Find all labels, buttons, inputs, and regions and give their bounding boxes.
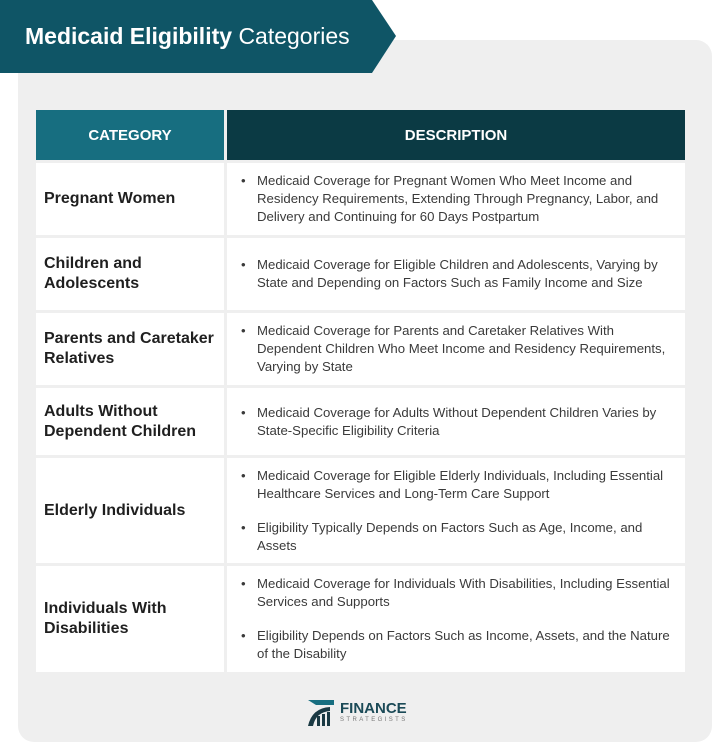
bullet-text: Medicaid Coverage for Eligible Children … [257,257,658,290]
category-cell: Pregnant Women [36,163,224,235]
bullet-icon: • [241,576,246,591]
description-bullet: • Medicaid Coverage for Individuals With … [241,575,675,611]
logo-icon [308,700,334,726]
bullet-icon: • [241,519,246,535]
bullet-icon: • [241,404,246,420]
table-row: Elderly Individuals • Medicaid Coverage fo… [36,458,685,563]
category-cell: Adults Without Dependent Children [36,388,224,455]
table-row: Individuals With Disabilities • Medicaid C… [36,566,685,672]
bullet-text: Medicaid Coverage for Eligible Elderly I… [257,467,664,501]
table-row: Adults Without Dependent Children • Medica… [36,388,685,455]
category-cell: Children and Adolescents [36,238,224,310]
bullet-icon: • [241,628,246,643]
page-title: Medicaid Eligibility Categories [25,23,350,50]
bullet-text: Eligibility Typically Depends on Factors… [257,519,643,553]
bullet-text: Medicaid Coverage for Pregnant Women Who… [257,173,659,224]
title-regular: Categories [238,23,350,49]
header-description: DESCRIPTION [227,110,685,160]
bullet-icon: • [241,173,246,188]
bullet-text: Medicaid Coverage for Individuals With D… [257,576,670,609]
description-bullet: • Medicaid Coverage for Parents and Caret… [241,322,675,376]
bullet-text: Eligibility Depends on Factors Such as I… [257,628,670,661]
category-cell: Parents and Caretaker Relatives [36,313,224,385]
table-row: Parents and Caretaker Relatives • Medicaid… [36,313,685,385]
bullet-icon: • [241,323,246,338]
description-cell: • Medicaid Coverage for Eligible Children… [227,238,685,310]
description-bullet: • Medicaid Coverage for Eligible Children… [241,256,675,292]
description-bullet: • Eligibility Typically Depends on Factor… [241,519,675,555]
table-row: Pregnant Women • Medicaid Coverage for Pre… [36,163,685,235]
logo-line1: FINANCE [340,699,407,717]
finance-strategists-logo: FINANCE STRATEGISTS [306,698,408,726]
category-cell: Individuals With Disabilities [36,566,224,672]
header-category: CATEGORY [36,110,224,160]
title-banner: Medicaid Eligibility Categories [0,0,396,73]
description-cell: • Medicaid Coverage for Pregnant Women Wh… [227,163,685,235]
bullet-icon: • [241,467,246,483]
bullet-text: Medicaid Coverage for Adults Without Dep… [257,404,657,438]
category-cell: Elderly Individuals [36,458,224,563]
description-bullet: • Medicaid Coverage for Eligible Elderly … [241,467,675,503]
title-bold: Medicaid Eligibility [25,23,233,49]
bullet-icon: • [241,257,246,272]
description-bullet: • Medicaid Coverage for Pregnant Women Wh… [241,172,675,226]
description-cell: • Medicaid Coverage for Adults Without De… [227,388,685,455]
description-cell: • Medicaid Coverage for Eligible Elderly … [227,458,685,563]
logo-line2: STRATEGISTS [340,716,408,723]
description-bullet: • Medicaid Coverage for Adults Without De… [241,404,675,440]
description-bullet: • Eligibility Depends on Factors Such as … [241,627,675,663]
description-cell: • Medicaid Coverage for Parents and Caret… [227,313,685,385]
description-cell: • Medicaid Coverage for Individuals With … [227,566,685,672]
bullet-text: Medicaid Coverage for Parents and Careta… [257,323,666,374]
eligibility-table: CATEGORY DESCRIPTION Pregnant Women • Medi… [36,110,685,675]
table-header-row: CATEGORY DESCRIPTION [36,110,685,160]
table-row: Children and Adolescents • Medicaid Covera… [36,238,685,310]
